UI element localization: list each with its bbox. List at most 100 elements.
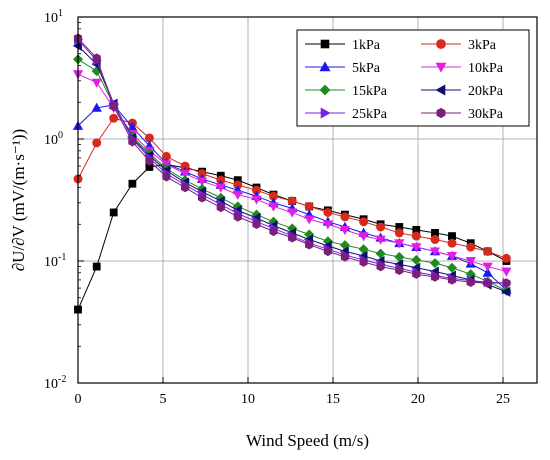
x-axis-title: Wind Speed (m/s): [246, 431, 369, 450]
plot-frame: [77, 16, 538, 384]
x-tick-label: 15: [326, 392, 340, 407]
data-point: [466, 242, 476, 252]
legend-item: 20kPa: [421, 84, 504, 99]
legend-marker: [320, 39, 330, 49]
legend-item: 10kPa: [421, 61, 504, 76]
data-point: [109, 113, 119, 123]
data-point: [109, 208, 118, 217]
data-point: [448, 232, 456, 240]
data-point: [269, 226, 278, 237]
data-point: [323, 207, 333, 217]
legend-label: 1kPa: [352, 38, 381, 53]
legend-marker: [435, 62, 447, 73]
data-point: [287, 208, 298, 218]
legend-marker: [435, 84, 446, 96]
data-point: [447, 275, 457, 285]
data-point: [304, 215, 315, 225]
x-tick-label: 25: [496, 392, 510, 407]
data-point: [180, 182, 190, 193]
data-point: [197, 192, 207, 203]
legend-marker: [320, 107, 331, 119]
data-point: [376, 222, 386, 232]
data-point: [92, 53, 101, 63]
data-point: [128, 136, 137, 147]
data-point: [411, 243, 422, 253]
x-tick-label: 10: [241, 392, 255, 407]
data-point: [430, 235, 440, 245]
legend-marker: [436, 107, 446, 119]
y-tick-label: 10-1: [44, 252, 66, 270]
ticks: 0 5 10 15 20 25 10-2 10-1 100 101: [44, 8, 510, 407]
y-tick-label: 100: [44, 130, 63, 148]
legend-marker: [319, 61, 331, 72]
data-point: [92, 262, 101, 271]
data-point: [91, 78, 102, 88]
legend-item: 5kPa: [305, 61, 381, 76]
data-point: [376, 261, 385, 272]
data-point: [322, 220, 334, 230]
x-tick-label: 0: [75, 392, 82, 407]
data-point: [92, 138, 102, 148]
data-point: [411, 254, 422, 265]
data-point: [288, 233, 297, 243]
data-point: [162, 172, 171, 182]
legend-label: 3kPa: [468, 38, 497, 53]
data-point: [429, 258, 441, 269]
data-point: [375, 235, 386, 245]
data-point: [446, 262, 458, 273]
data-point: [215, 183, 226, 193]
legend-label: 5kPa: [352, 61, 381, 76]
y-axis-title: ∂U/∂V (mV/(m·s⁻¹)): [9, 129, 28, 271]
y-tick-label: 101: [44, 8, 63, 26]
data-point: [145, 156, 154, 166]
data-point: [430, 272, 440, 282]
legend-label: 25kPa: [352, 107, 388, 122]
legend-item: 15kPa: [305, 84, 388, 99]
data-point: [466, 277, 475, 287]
data-point: [412, 269, 421, 279]
x-tick-label: 20: [411, 392, 425, 407]
y-tick-label: 10-2: [44, 374, 66, 392]
legend-marker: [436, 39, 446, 49]
data-point: [340, 212, 350, 222]
data-point: [358, 232, 369, 242]
legend-label: 20kPa: [468, 84, 504, 99]
data-point: [465, 257, 476, 267]
data-point: [109, 101, 118, 112]
data-point: [216, 202, 225, 213]
legend-item: 25kPa: [305, 107, 388, 122]
data-point: [91, 102, 102, 112]
legend-label: 10kPa: [468, 61, 504, 76]
x-tick-label: 5: [160, 392, 167, 407]
legend-box: [296, 29, 530, 127]
data-point: [128, 179, 137, 188]
legend-item: 30kPa: [421, 107, 504, 122]
data-point: [339, 225, 351, 236]
series-30kPa: [73, 33, 511, 288]
legend-marker: [319, 84, 331, 96]
data-point: [502, 278, 511, 288]
data-point: [359, 257, 368, 267]
legend-item: 3kPa: [421, 38, 497, 53]
data-point: [394, 239, 405, 249]
data-point: [251, 195, 262, 205]
data-point: [501, 267, 512, 277]
data-point: [233, 212, 242, 222]
data-point: [447, 238, 457, 248]
legend-label: 15kPa: [352, 84, 388, 99]
data-point: [179, 169, 191, 179]
data-point: [501, 286, 511, 297]
legend: 1kPa 3kPa 5kPa 10kPa 15kPa 20kPa 25kPa 30kPa: [296, 29, 530, 127]
data-point: [305, 239, 314, 250]
data-point: [501, 253, 511, 263]
data-point: [252, 219, 261, 230]
data-point: [429, 247, 441, 257]
data-point: [482, 262, 493, 272]
data-point: [394, 228, 404, 238]
data-point: [359, 217, 369, 227]
legend-item: 1kPa: [305, 38, 381, 53]
data-point: [232, 190, 243, 200]
data-point: [446, 252, 458, 262]
data-point: [340, 252, 350, 262]
data-point: [411, 231, 421, 241]
